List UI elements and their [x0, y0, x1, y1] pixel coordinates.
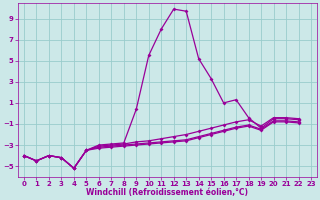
- X-axis label: Windchill (Refroidissement éolien,°C): Windchill (Refroidissement éolien,°C): [86, 188, 248, 197]
